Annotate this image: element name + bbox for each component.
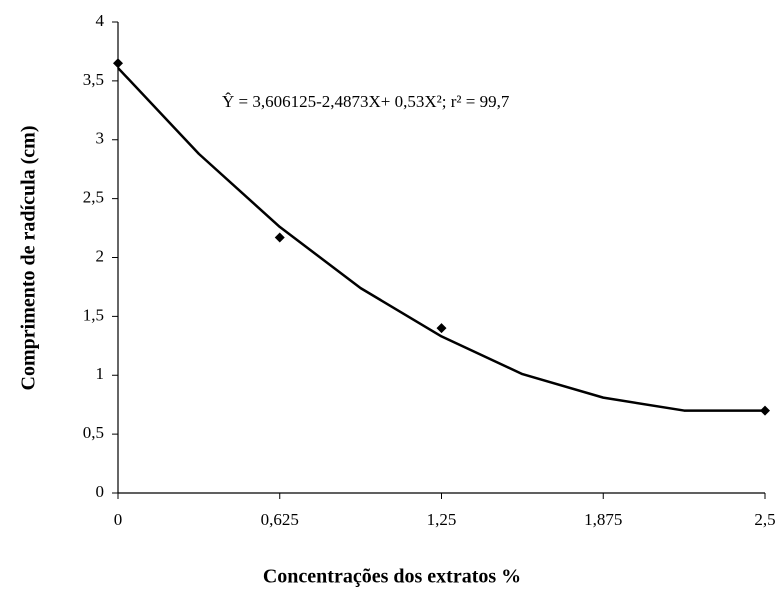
y-tick-label: 4 xyxy=(96,11,105,30)
y-tick-label: 0,5 xyxy=(83,423,104,442)
y-tick-label: 2 xyxy=(96,246,105,265)
data-point xyxy=(760,405,770,416)
y-axis-title: Comprimento de radícula (cm) xyxy=(18,126,40,391)
fit-curve xyxy=(117,67,765,412)
x-tick-label: 1,875 xyxy=(584,510,622,529)
annotation: Ŷ = 3,606125-2,4873X+ 0,53X²; r² = 99,7 xyxy=(222,92,510,111)
x-tick-label: 2,5 xyxy=(754,510,775,529)
x-tick-label: 1,25 xyxy=(427,510,457,529)
x-axis-title: Concentrações dos extratos % xyxy=(263,566,521,588)
y-tick-label: 2,5 xyxy=(83,188,104,207)
data-point xyxy=(436,323,447,334)
data-point xyxy=(274,232,285,243)
y-tick-label: 1,5 xyxy=(83,305,104,324)
y-tick-label: 3,5 xyxy=(83,70,104,89)
data-point xyxy=(113,58,123,69)
x-tick-label: 0,625 xyxy=(261,510,299,529)
x-tick-label: 0 xyxy=(114,510,123,529)
y-tick-label: 3 xyxy=(96,129,105,148)
y-tick-label: 1 xyxy=(96,364,105,383)
y-tick-label: 0 xyxy=(96,482,105,501)
